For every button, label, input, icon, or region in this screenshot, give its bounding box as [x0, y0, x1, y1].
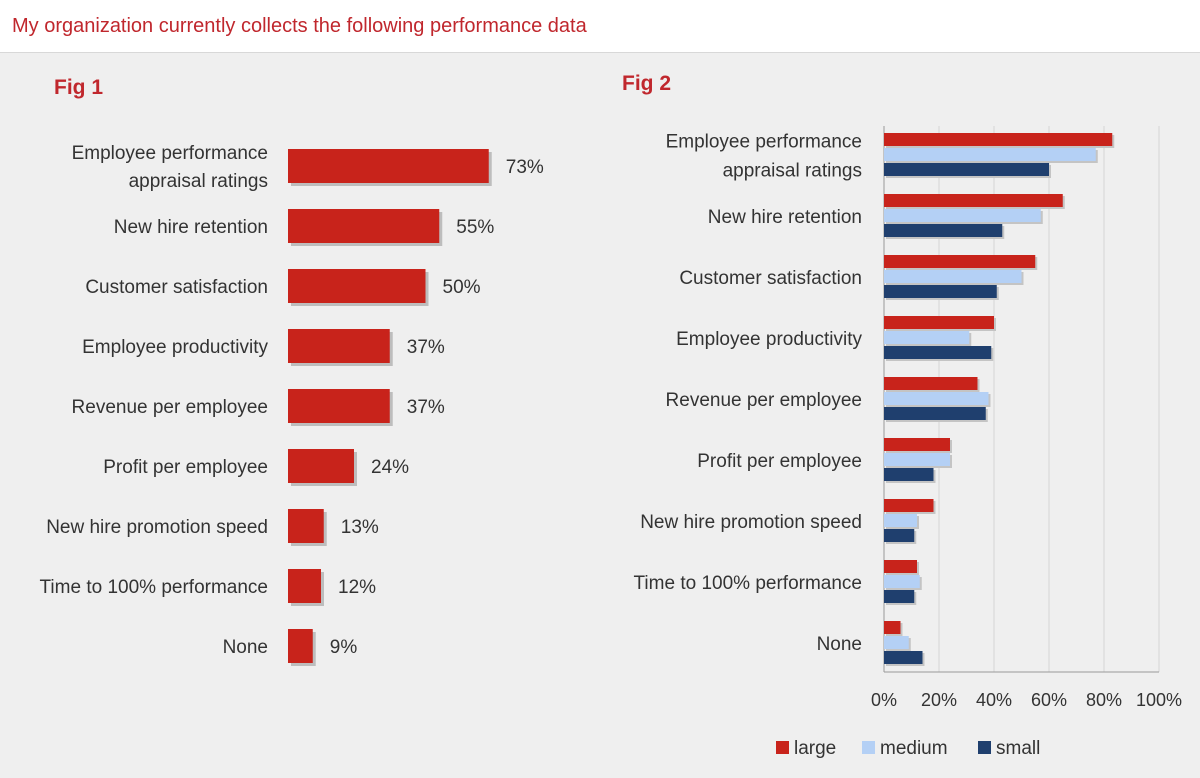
fig1-category-label: Customer satisfaction: [85, 277, 268, 298]
fig2-legend-label-small: small: [996, 738, 1040, 759]
fig2-bar-large: [884, 255, 1036, 268]
fig1-category-label: Profit per employee: [103, 457, 268, 478]
fig2-x-tick-label: 60%: [1031, 690, 1067, 710]
fig2-bar-small: [884, 407, 986, 420]
fig2-bar-large: [884, 560, 917, 573]
fig2-category-label: Time to 100% performance: [634, 573, 862, 594]
fig2-legend-label-large: large: [794, 738, 836, 759]
fig2-bar-large: [884, 621, 901, 634]
fig2-legend-label-medium: medium: [880, 738, 948, 759]
fig2-bar-medium: [884, 392, 989, 405]
fig2-category-label: Employee performance: [666, 132, 862, 153]
fig1-category-label: None: [223, 637, 268, 658]
fig2-bar-large: [884, 499, 934, 512]
fig1-value-label: 50%: [443, 277, 481, 298]
fig2-bar-small: [884, 346, 992, 359]
fig1-category-label: Revenue per employee: [72, 397, 268, 418]
fig1-value-label: 13%: [341, 517, 379, 538]
fig2-x-tick-label: 0%: [871, 690, 897, 710]
fig1-bar: [288, 569, 321, 603]
fig2-x-tick-label: 40%: [976, 690, 1012, 710]
fig2-bar-large: [884, 438, 950, 451]
fig2-category-label: Revenue per employee: [666, 390, 862, 411]
fig1-category-label: Time to 100% performance: [40, 577, 268, 598]
fig1-category-label: New hire promotion speed: [46, 517, 268, 538]
fig1-bar: [288, 389, 390, 423]
fig2-bar-small: [884, 651, 923, 664]
fig2-bar-medium: [884, 270, 1022, 283]
fig2-bar-large: [884, 316, 994, 329]
fig2-category-label: Employee productivity: [676, 329, 862, 350]
fig2-bar-medium: [884, 148, 1096, 161]
page-title: My organization currently collects the f…: [12, 15, 587, 37]
fig2-bar-medium: [884, 453, 950, 466]
fig2-category-label: Customer satisfaction: [679, 268, 862, 289]
fig2-bar-small: [884, 163, 1049, 176]
fig1-title: Fig 1: [54, 76, 104, 99]
fig1-value-label: 55%: [456, 217, 494, 238]
fig2-legend-swatch-large: [776, 741, 789, 754]
fig2-legend-swatch-medium: [862, 741, 875, 754]
fig2-x-tick-label: 20%: [921, 690, 957, 710]
fig1-value-label: 9%: [330, 637, 358, 658]
fig2-bar-small: [884, 224, 1003, 237]
fig2-bar-medium: [884, 636, 909, 649]
fig1-bar: [288, 329, 390, 363]
fig2-bar-medium: [884, 575, 920, 588]
header-bar: My organization currently collects the f…: [0, 0, 1200, 53]
fig1-bar: [288, 149, 489, 183]
fig2-legend-swatch-small: [978, 741, 991, 754]
fig2-bar-medium: [884, 331, 970, 344]
fig2-x-tick-label: 100%: [1136, 690, 1182, 710]
fig1-category-label: Employee performance: [72, 143, 268, 164]
fig2-bar-small: [884, 529, 915, 542]
fig1-value-label: 24%: [371, 457, 409, 478]
fig2-title: Fig 2: [622, 72, 672, 95]
fig2-category-label: New hire promotion speed: [640, 512, 862, 533]
fig1-category-label: appraisal ratings: [129, 171, 268, 192]
fig2-category-label: None: [817, 634, 862, 655]
fig2-category-label: appraisal ratings: [723, 161, 862, 182]
fig2-bar-small: [884, 285, 997, 298]
fig2-bar-small: [884, 468, 934, 481]
fig1-category-label: New hire retention: [114, 217, 268, 238]
fig1-bar: [288, 449, 354, 483]
fig2-x-tick-label: 80%: [1086, 690, 1122, 710]
fig2-category-label: New hire retention: [708, 207, 862, 228]
fig2-bar-medium: [884, 209, 1041, 222]
fig2-bar-medium: [884, 514, 917, 527]
fig2-bar-large: [884, 377, 978, 390]
fig1-value-label: 12%: [338, 577, 376, 598]
fig2-category-label: Profit per employee: [697, 451, 862, 472]
fig1-value-label: 37%: [407, 397, 445, 418]
fig1-bar: [288, 269, 426, 303]
fig1-category-label: Employee productivity: [82, 337, 268, 358]
fig1-bar: [288, 509, 324, 543]
fig2-bar-large: [884, 133, 1113, 146]
fig1-value-label: 37%: [407, 337, 445, 358]
fig2-bar-small: [884, 590, 915, 603]
fig2-bar-large: [884, 194, 1063, 207]
fig1-bar: [288, 209, 440, 243]
fig1-value-label: 73%: [506, 157, 544, 178]
fig1-bar: [288, 629, 313, 663]
